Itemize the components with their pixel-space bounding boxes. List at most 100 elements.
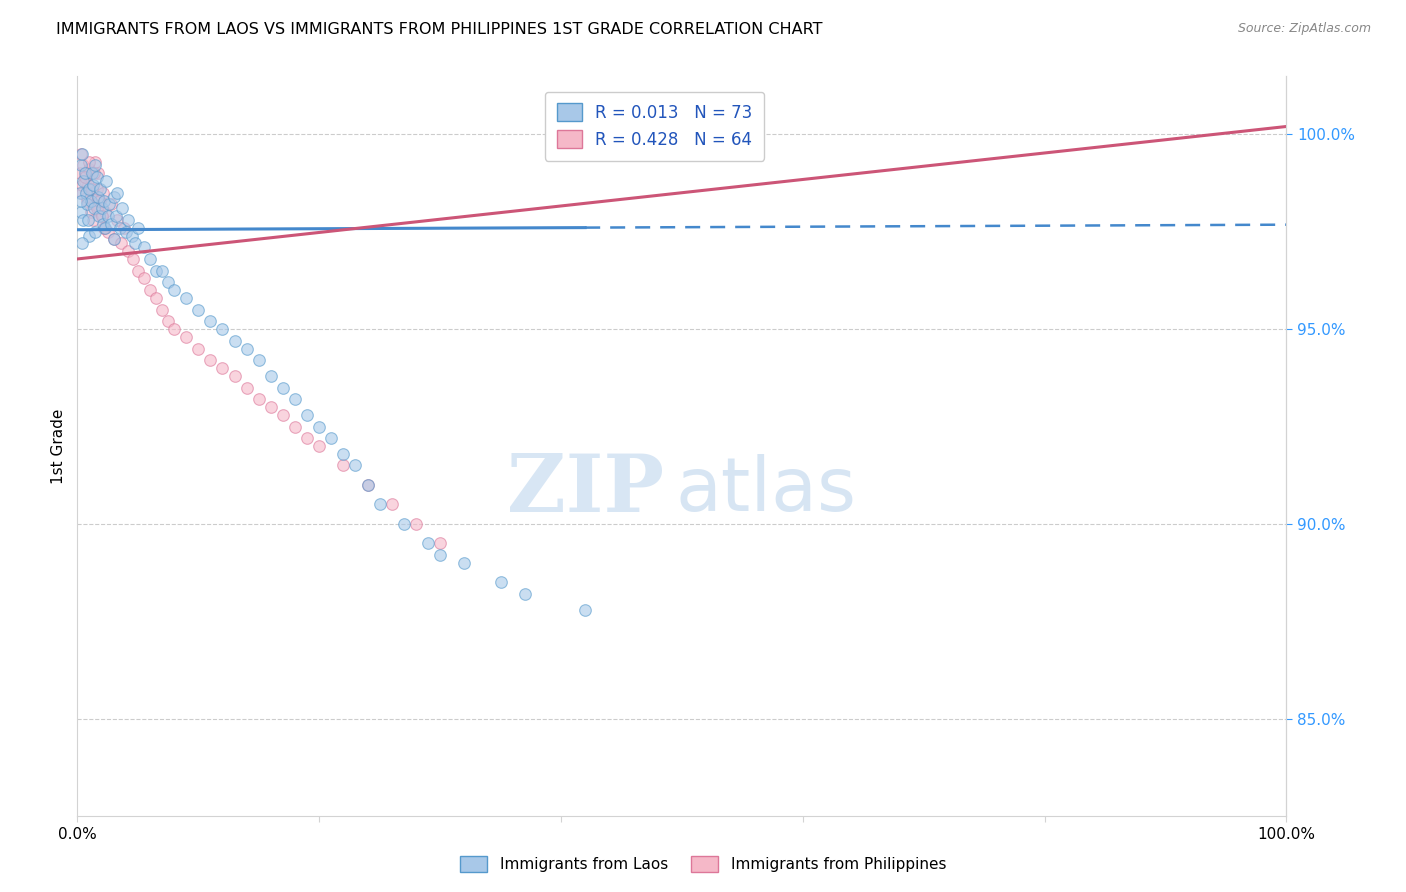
Point	[114, 220, 136, 235]
Point	[235, 342, 257, 356]
Legend: Immigrants from Laos, Immigrants from Philippines: Immigrants from Laos, Immigrants from Ph…	[453, 848, 953, 880]
Text: Source: ZipAtlas.com: Source: ZipAtlas.com	[1237, 22, 1371, 36]
Point	[163, 283, 186, 297]
Point	[86, 170, 108, 185]
Point	[235, 380, 257, 394]
Point	[132, 240, 155, 254]
Point	[79, 194, 101, 208]
Point	[79, 162, 101, 177]
Point	[82, 213, 104, 227]
Point	[145, 263, 167, 277]
Point	[91, 217, 114, 231]
Point	[89, 194, 111, 208]
Point	[84, 225, 107, 239]
Point	[110, 236, 132, 251]
Point	[174, 330, 197, 344]
Point	[124, 236, 146, 251]
Point	[89, 182, 111, 196]
Point	[93, 220, 115, 235]
Point	[73, 170, 96, 185]
Point	[70, 236, 93, 251]
Point	[90, 209, 112, 223]
Point	[103, 232, 125, 246]
Point	[150, 263, 173, 277]
Point	[90, 209, 112, 223]
Point	[77, 178, 100, 192]
Point	[72, 158, 94, 172]
Point	[344, 458, 367, 473]
Point	[76, 194, 98, 208]
Point	[80, 166, 103, 180]
Point	[105, 209, 128, 223]
Point	[94, 220, 117, 235]
Point	[416, 536, 439, 550]
Point	[368, 498, 391, 512]
Point	[174, 291, 197, 305]
Point	[87, 166, 110, 180]
Point	[187, 342, 209, 356]
Point	[70, 146, 93, 161]
Point	[100, 197, 122, 211]
Point	[83, 202, 105, 216]
Point	[392, 516, 415, 531]
Point	[100, 217, 122, 231]
Point	[150, 302, 173, 317]
Point	[187, 302, 209, 317]
Point	[103, 189, 125, 203]
Point	[308, 419, 330, 434]
Point	[80, 186, 103, 200]
Point	[90, 202, 112, 216]
Point	[117, 244, 139, 259]
Point	[70, 186, 93, 200]
Text: atlas: atlas	[676, 454, 856, 527]
Point	[83, 197, 105, 211]
Point	[260, 400, 283, 414]
Point	[76, 197, 98, 211]
Point	[211, 361, 233, 376]
Point	[87, 189, 110, 203]
Point	[260, 368, 283, 383]
Point	[247, 392, 270, 407]
Point	[79, 205, 101, 219]
Point	[453, 556, 475, 570]
Point	[121, 228, 143, 243]
Point	[224, 368, 246, 383]
Point	[308, 439, 330, 453]
Point	[145, 291, 167, 305]
Point	[574, 602, 596, 616]
Point	[94, 205, 117, 219]
Point	[356, 478, 378, 492]
Point	[82, 178, 104, 192]
Point	[80, 182, 103, 196]
Point	[77, 213, 100, 227]
Point	[381, 498, 404, 512]
Point	[489, 575, 512, 590]
Point	[96, 225, 118, 239]
Point	[73, 166, 96, 180]
Point	[224, 334, 246, 348]
Point	[295, 408, 318, 422]
Point	[79, 228, 101, 243]
Point	[97, 197, 120, 211]
Point	[83, 166, 105, 180]
Point	[96, 174, 118, 188]
Point	[76, 189, 98, 203]
Point	[157, 314, 180, 328]
Point	[163, 322, 186, 336]
Point	[271, 408, 294, 422]
Point	[72, 174, 94, 188]
Point	[72, 213, 94, 227]
Point	[86, 182, 108, 196]
Y-axis label: 1st Grade: 1st Grade	[51, 409, 66, 483]
Point	[79, 182, 101, 196]
Point	[332, 447, 354, 461]
Point	[405, 516, 427, 531]
Text: IMMIGRANTS FROM LAOS VS IMMIGRANTS FROM PHILIPPINES 1ST GRADE CORRELATION CHART: IMMIGRANTS FROM LAOS VS IMMIGRANTS FROM …	[56, 22, 823, 37]
Point	[111, 202, 134, 216]
Point	[84, 154, 107, 169]
Point	[429, 536, 451, 550]
Point	[73, 174, 96, 188]
Point	[75, 186, 97, 200]
Point	[84, 158, 107, 172]
Point	[157, 276, 180, 290]
